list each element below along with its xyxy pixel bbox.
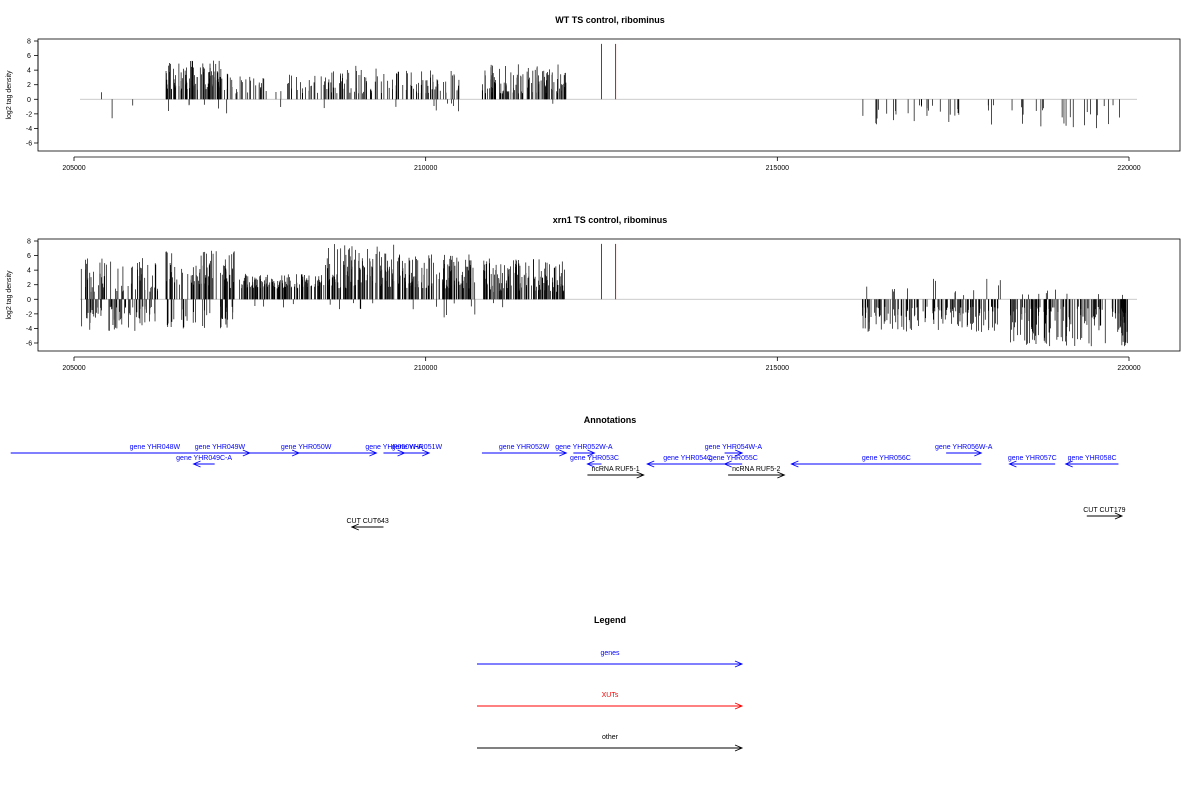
annotation-arrow-head [974, 449, 983, 457]
annotation-arrow-head [422, 449, 431, 457]
annotation-label: gene YHR054W-A [705, 444, 763, 451]
annotation-arrow-head [1008, 460, 1017, 468]
x-tick-label: 215000 [766, 165, 789, 172]
y-tick-label: 8 [27, 239, 31, 246]
annotation-label: gene YHR048W [130, 444, 181, 451]
x-tick-label: 220000 [1117, 365, 1140, 372]
wt-y-axis-label: log2 tag density [6, 70, 13, 120]
annotation-label: gene YHR058C [1068, 455, 1117, 462]
y-tick-label: -2 [26, 111, 32, 118]
annotation-arrow-head [777, 471, 786, 479]
legend-label: XUTs [602, 692, 619, 699]
xrn1-y-axis-label: log2 tag density [6, 270, 13, 320]
annotation-arrow-head [586, 460, 595, 468]
legend: Legend genes XUTs other [477, 615, 744, 752]
y-tick-label: 6 [27, 253, 31, 260]
xrn1-panel-title: xrn1 TS control, ribominus [553, 215, 668, 225]
y-tick-label: 0 [27, 297, 31, 304]
annotation-label: gene YHR051W [392, 444, 443, 451]
annotation-label: CUT CUT643 [347, 518, 389, 525]
y-tick-label: -2 [26, 311, 32, 318]
annotation-label: gene YHR057C [1008, 455, 1057, 462]
annotation-arrow-head [192, 460, 201, 468]
y-tick-label: 0 [27, 97, 31, 104]
x-tick-label: 215000 [766, 365, 789, 372]
annotation-label: gene YHR055C [709, 455, 758, 462]
x-tick-label: 205000 [62, 165, 85, 172]
annotation-label: CUT CUT179 [1083, 507, 1125, 514]
legend-label: genes [600, 650, 620, 657]
annotation-label: ncRNA RUF5-1 [591, 466, 639, 473]
legend-label: other [602, 734, 619, 741]
x-tick-label: 210000 [414, 165, 437, 172]
annotation-arrow-head [646, 460, 655, 468]
y-tick-label: 2 [27, 282, 31, 289]
annotation-label: gene YHR054C [663, 455, 712, 462]
wt-panel-title: WT TS control, ribominus [555, 15, 665, 25]
x-tick-label: 220000 [1117, 165, 1140, 172]
annotation-label: gene YHR049W [195, 444, 246, 451]
annotation-arrow-head [559, 449, 568, 457]
annotation-label: gene YHR049C-A [176, 455, 232, 462]
legend-arrow-head [734, 744, 744, 752]
x-tick-label: 210000 [414, 365, 437, 372]
y-tick-label: 4 [27, 68, 31, 75]
annotation-arrow-head [369, 449, 378, 457]
y-tick-label: 6 [27, 53, 31, 60]
annotation-label: gene YHR050W [281, 444, 332, 451]
y-tick-label: 8 [27, 39, 31, 46]
annotation-label: gene YHR056W-A [935, 444, 993, 451]
annotation-label: gene YHR053C [570, 455, 619, 462]
y-tick-label: -4 [26, 326, 32, 333]
y-tick-label: -4 [26, 126, 32, 133]
legend-arrow-head [734, 660, 744, 668]
annotation-arrow-head [790, 460, 799, 468]
x-tick-label: 205000 [62, 365, 85, 372]
annotation-arrow-head [1064, 460, 1073, 468]
y-tick-label: -6 [26, 141, 32, 148]
annotation-label: gene YHR050W-A [365, 444, 423, 451]
annotation-label: gene YHR052W-A [555, 444, 613, 451]
annotations-track: Annotations gene YHR048W gene YHR049W gene… [10, 415, 1126, 531]
xrn1-density-panel: xrn1 TS control, ribominus log2 tag dens… [6, 215, 1181, 372]
annotation-arrow-head [350, 523, 359, 531]
annotation-arrow-head [723, 460, 732, 468]
annotation-label: gene YHR056C [862, 455, 911, 462]
annotations-title: Annotations [584, 415, 637, 425]
annotation-arrow-head [587, 449, 596, 457]
annotation-label: gene YHR052W [499, 444, 550, 451]
wt-density-panel: WT TS control, ribominus log2 tag densit… [6, 15, 1181, 172]
annotation-label: ncRNA RUF5-2 [732, 466, 780, 473]
annotation-arrow-head [1114, 512, 1124, 520]
annotation-arrow-head [636, 471, 645, 479]
legend-title: Legend [594, 615, 626, 625]
annotation-arrow-head [734, 449, 744, 457]
y-tick-label: 2 [27, 82, 31, 89]
y-tick-label: -6 [26, 341, 32, 348]
y-tick-label: 4 [27, 268, 31, 275]
legend-arrow-head [734, 702, 744, 710]
